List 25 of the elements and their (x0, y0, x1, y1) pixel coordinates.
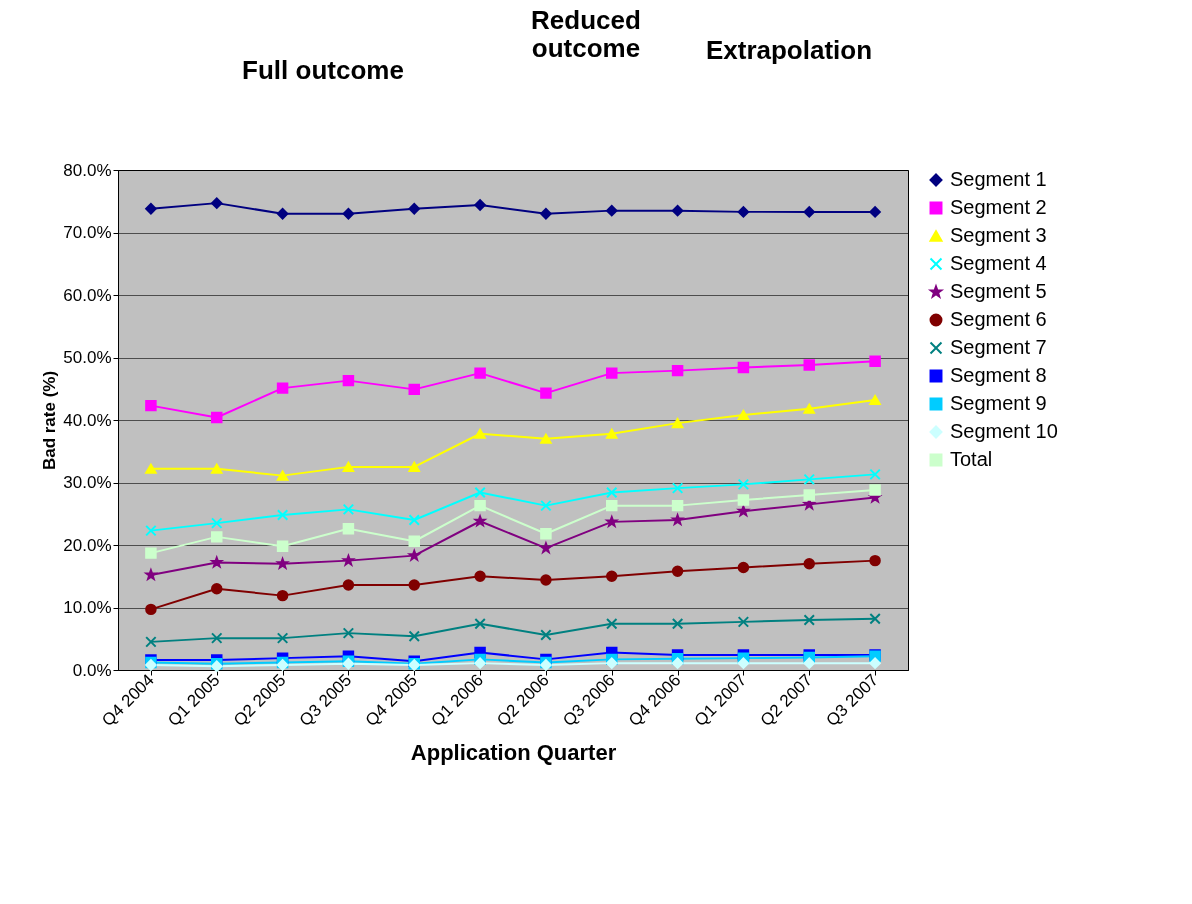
y-tick-label: 80.0% (63, 160, 112, 180)
legend-label: Segment 4 (950, 252, 1047, 274)
legend-label: Segment 6 (950, 308, 1047, 330)
text: Full outcome (242, 55, 404, 85)
y-tick-label: 20.0% (63, 535, 112, 555)
legend-label: Segment 9 (950, 392, 1047, 414)
y-tick-label: 0.0% (72, 660, 112, 680)
legend-label: Segment 10 (950, 420, 1058, 442)
y-tick-label: 70.0% (63, 223, 112, 242)
y-tick-label: 10.0% (63, 598, 112, 617)
legend-label: Segment 2 (950, 196, 1047, 218)
legend-label: Segment 5 (950, 280, 1047, 302)
legend-label: Segment 7 (950, 336, 1047, 358)
y-tick-label: 30.0% (63, 473, 112, 492)
legend-label: Segment 1 (950, 168, 1047, 190)
x-axis-title: Application Quarter (410, 740, 617, 766)
y-tick-label: 50.0% (63, 348, 112, 367)
text: Extrapolation (705, 35, 873, 65)
y-tick-label: 40.0% (63, 410, 112, 430)
legend-label: Total (950, 448, 993, 470)
legend-label: Segment 3 (950, 224, 1047, 246)
text: Reduced outcome (531, 5, 641, 63)
y-axis-title: Bad rate (%) (40, 370, 60, 471)
legend-label: Segment 8 (950, 364, 1047, 386)
y-tick-label: 60.0% (63, 285, 112, 305)
